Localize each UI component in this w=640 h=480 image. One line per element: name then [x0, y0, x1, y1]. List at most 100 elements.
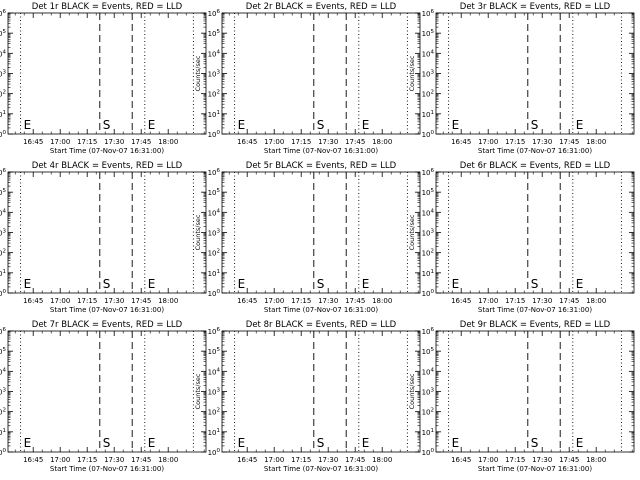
y-tick-label: 100	[0, 130, 7, 139]
y-tick-label: 101	[0, 428, 6, 437]
x-tick-label: 17:30	[318, 138, 338, 146]
x-tick-label: 17:30	[104, 138, 124, 146]
chart-panel-2: Det 2r BLACK = Events, RED = LLD 100 101 10…	[194, 2, 421, 155]
y-tick-label: 106	[422, 327, 435, 336]
x-axis-label: Start Time (07-Nov-07 16:31:00)	[50, 147, 164, 155]
marker-label: E	[452, 277, 460, 291]
marker-label: E	[452, 118, 460, 132]
marker-label: E	[24, 277, 32, 291]
x-tick-label: 17:30	[318, 297, 338, 305]
x-tick-label: 16:45	[23, 456, 43, 464]
marker-label: S	[103, 277, 111, 291]
marker-label: S	[317, 436, 325, 450]
y-tick-label: 100	[422, 448, 435, 457]
marker-label: E	[148, 277, 156, 291]
y-axis-label: Counts/sec	[408, 373, 416, 409]
y-tick-label: 104	[422, 367, 435, 376]
marker-label: E	[362, 436, 370, 450]
chart-title: Det 7r BLACK = Events, RED = LLD	[32, 320, 183, 330]
y-tick-label: 101	[208, 269, 220, 278]
x-tick-label: 17:45	[345, 456, 365, 464]
marker-label: E	[148, 436, 156, 450]
y-tick-label: 102	[422, 90, 434, 99]
x-tick-label: 17:00	[264, 138, 284, 146]
y-tick-label: 105	[422, 347, 435, 356]
y-tick-label: 104	[422, 208, 435, 217]
x-tick-label: 17:15	[77, 456, 97, 464]
x-tick-label: 18:00	[586, 297, 606, 305]
y-tick-label: 105	[0, 29, 7, 38]
x-tick-label: 16:45	[23, 138, 43, 146]
x-tick-label: 17:00	[50, 456, 70, 464]
y-tick-label: 101	[0, 269, 6, 278]
y-axis-label: Counts/sec	[194, 214, 202, 250]
x-tick-label: 17:00	[478, 456, 498, 464]
x-tick-label: 17:15	[291, 456, 311, 464]
y-tick-label: 103	[208, 70, 221, 79]
chart-title: Det 3r BLACK = Events, RED = LLD	[460, 2, 611, 12]
y-tick-label: 100	[208, 448, 221, 457]
marker-label: S	[317, 277, 325, 291]
chart-title: Det 9r BLACK = Events, RED = LLD	[460, 320, 611, 330]
x-tick-label: 18:00	[158, 138, 178, 146]
y-tick-label: 104	[0, 367, 7, 376]
x-tick-label: 18:00	[372, 297, 392, 305]
y-tick-label: 100	[422, 130, 435, 139]
x-axis-label: Start Time (07-Nov-07 16:31:00)	[50, 306, 164, 314]
marker-label: E	[238, 277, 246, 291]
marker-label: E	[576, 277, 584, 291]
x-axis-label: Start Time (07-Nov-07 16:31:00)	[264, 465, 378, 473]
x-axis-label: Start Time (07-Nov-07 16:31:00)	[478, 306, 592, 314]
chart-title: Det 8r BLACK = Events, RED = LLD	[246, 320, 397, 330]
x-tick-label: 17:45	[131, 138, 151, 146]
y-tick-label: 106	[422, 9, 435, 18]
y-tick-label: 100	[0, 289, 7, 298]
x-axis-label: Start Time (07-Nov-07 16:31:00)	[478, 147, 592, 155]
y-tick-label: 102	[422, 249, 434, 258]
y-tick-label: 101	[0, 110, 6, 119]
marker-label: E	[576, 118, 584, 132]
y-tick-label: 102	[0, 408, 6, 417]
y-tick-label: 106	[0, 327, 7, 336]
chart-title: Det 5r BLACK = Events, RED = LLD	[246, 161, 397, 171]
x-tick-label: 17:15	[291, 138, 311, 146]
x-tick-label: 17:45	[131, 297, 151, 305]
y-tick-label: 100	[0, 448, 7, 457]
y-tick-label: 104	[0, 208, 7, 217]
x-tick-label: 17:45	[345, 138, 365, 146]
plot-frame	[435, 12, 635, 135]
plot-frame	[7, 12, 207, 135]
marker-label: E	[24, 436, 32, 450]
y-tick-label: 106	[208, 9, 221, 18]
y-tick-label: 103	[422, 388, 435, 397]
y-tick-label: 101	[422, 428, 434, 437]
chart-title: Det 6r BLACK = Events, RED = LLD	[460, 161, 611, 171]
chart-panel-8: Det 8r BLACK = Events, RED = LLD 100 101 10…	[194, 320, 421, 473]
x-tick-label: 18:00	[586, 456, 606, 464]
chart-panel-5: Det 5r BLACK = Events, RED = LLD 100 101 10…	[194, 161, 421, 314]
x-tick-label: 17:15	[505, 456, 525, 464]
marker-label: S	[317, 118, 325, 132]
x-tick-label: 17:00	[264, 456, 284, 464]
y-tick-label: 105	[208, 188, 221, 197]
plot-frame	[221, 171, 421, 294]
chart-title: Det 2r BLACK = Events, RED = LLD	[246, 2, 397, 12]
y-tick-label: 103	[208, 388, 221, 397]
y-tick-label: 102	[0, 249, 6, 258]
y-tick-label: 105	[0, 347, 7, 356]
x-tick-label: 17:45	[559, 297, 579, 305]
x-tick-label: 18:00	[372, 138, 392, 146]
x-tick-label: 18:00	[158, 297, 178, 305]
plot-frame	[221, 330, 421, 453]
y-tick-label: 106	[0, 168, 7, 177]
y-tick-label: 106	[422, 168, 435, 177]
x-axis-label: Start Time (07-Nov-07 16:31:00)	[264, 147, 378, 155]
y-tick-label: 102	[208, 249, 220, 258]
y-tick-label: 103	[208, 229, 221, 238]
y-tick-label: 101	[422, 110, 434, 119]
marker-label: E	[238, 436, 246, 450]
marker-label: E	[148, 118, 156, 132]
y-tick-label: 105	[422, 29, 435, 38]
y-axis-label: Counts/sec	[194, 373, 202, 409]
x-tick-label: 16:45	[237, 297, 257, 305]
